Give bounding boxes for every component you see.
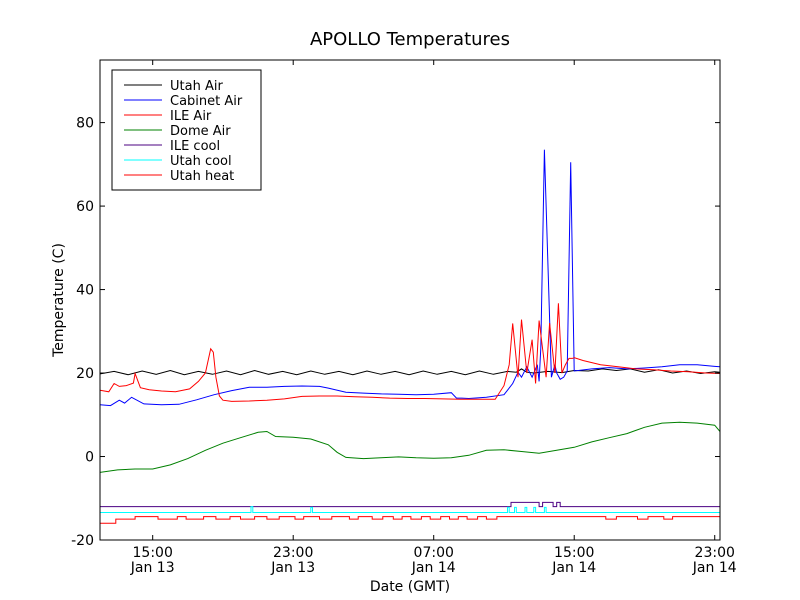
chart-title: APOLLO Temperatures [310, 29, 510, 50]
y-tick-label: 0 [85, 450, 94, 466]
x-tick-label-time: 07:00 [414, 545, 454, 561]
x-tick-label-date: Jan 14 [411, 560, 456, 576]
x-tick-label-time: 15:00 [554, 545, 594, 561]
legend-label: Cabinet Air [170, 94, 243, 109]
legend-label: Dome Air [170, 124, 231, 139]
series-line-utah-cool [100, 506, 720, 513]
series-line-ile-air [100, 303, 720, 402]
x-tick-label-time: 23:00 [695, 545, 735, 561]
series-line-cabinet-air [100, 149, 720, 407]
x-tick-label-time: 23:00 [273, 545, 313, 561]
x-axis-label: Date (GMT) [370, 579, 450, 595]
x-tick-label-date: Jan 13 [130, 560, 175, 576]
y-tick-label: 60 [76, 199, 94, 215]
series-line-utah-heat [100, 516, 720, 524]
legend-label: Utah Air [170, 79, 223, 94]
y-tick-label: -20 [71, 533, 94, 549]
x-tick-label-date: Jan 13 [270, 560, 315, 576]
x-tick-label-date: Jan 14 [692, 560, 737, 576]
x-tick-label-time: 15:00 [133, 545, 173, 561]
series-layer [100, 149, 720, 524]
y-axis-label: Temperature (C) [51, 243, 67, 358]
series-line-dome-air [100, 421, 720, 473]
series-line-utah-air [100, 368, 720, 376]
legend-label: Utah cool [170, 154, 232, 169]
legend-label: Utah heat [170, 169, 234, 184]
y-tick-label: 40 [76, 283, 94, 299]
series-line-ile-cool [100, 501, 720, 508]
legend-label: ILE Air [170, 109, 212, 124]
x-tick-label-date: Jan 14 [551, 560, 596, 576]
plot-frame [99, 59, 721, 541]
legend-label: ILE cool [170, 139, 220, 154]
y-tick-label: 80 [76, 116, 94, 132]
y-tick-label: 20 [76, 366, 94, 382]
